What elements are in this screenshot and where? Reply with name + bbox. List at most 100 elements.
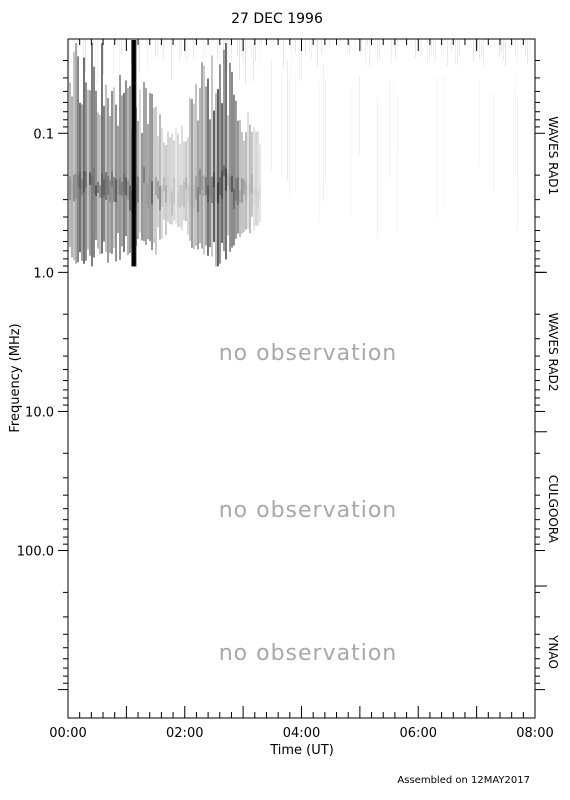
heat-column xyxy=(107,98,109,263)
heat-stripe xyxy=(479,40,480,60)
heat-column xyxy=(137,120,139,240)
heat-stripe xyxy=(123,40,124,49)
heat-core xyxy=(199,168,201,195)
heat-stripe xyxy=(163,40,164,61)
heat-core xyxy=(109,180,111,203)
heat-stripe xyxy=(97,40,98,84)
heat-column xyxy=(123,93,125,252)
heat-stripe xyxy=(367,40,368,46)
heat-column xyxy=(175,127,177,224)
heat-faint xyxy=(533,88,534,209)
heat-column xyxy=(243,140,245,232)
heat-column xyxy=(191,99,193,248)
heat-stripe xyxy=(481,40,482,59)
heat-stripe xyxy=(187,40,188,63)
heat-stripe xyxy=(295,40,296,54)
heat-stripe xyxy=(441,40,442,57)
heat-column xyxy=(225,43,227,260)
heat-stripe xyxy=(515,40,516,56)
heat-core xyxy=(253,185,255,203)
heat-stripe xyxy=(155,40,156,56)
heat-core xyxy=(187,184,189,202)
heat-column xyxy=(221,103,223,243)
heat-column xyxy=(259,144,261,223)
heat-column xyxy=(257,131,259,226)
heat-stripe xyxy=(179,40,180,61)
heat-column xyxy=(173,140,175,221)
heat-column xyxy=(75,43,77,264)
heat-column xyxy=(103,105,105,242)
heat-column xyxy=(195,84,197,246)
heat-stripe xyxy=(217,40,218,62)
heat-faint xyxy=(393,77,394,146)
heat-stripe xyxy=(429,40,430,62)
heat-core xyxy=(207,185,209,203)
heat-core xyxy=(125,177,127,196)
heat-column xyxy=(187,137,189,235)
footer-assembled: Assembled on 12MAY2017 xyxy=(397,775,530,786)
heat-stripe xyxy=(121,40,122,55)
heat-column xyxy=(247,112,249,229)
heat-stripe xyxy=(365,40,366,66)
heat-column xyxy=(199,87,201,244)
heat-stripe xyxy=(219,40,220,81)
heat-stripe xyxy=(349,40,350,54)
heat-core xyxy=(107,176,109,195)
heat-core xyxy=(101,173,103,198)
heat-column xyxy=(255,131,257,226)
y-axis-label: Frequency (MHz) xyxy=(8,323,23,432)
heat-stripe xyxy=(309,40,310,52)
heat-core xyxy=(245,181,247,200)
heat-faint xyxy=(377,97,378,239)
heat-column xyxy=(157,136,159,228)
axes-ticks xyxy=(58,39,547,718)
heat-core xyxy=(87,183,89,196)
heat-stripe xyxy=(427,40,428,65)
heat-core xyxy=(255,187,257,197)
heat-column xyxy=(143,82,145,242)
heat-core xyxy=(189,186,191,208)
heat-column xyxy=(139,89,141,233)
heat-core xyxy=(205,177,207,196)
heat-core xyxy=(173,178,175,204)
heat-stripe xyxy=(483,40,484,67)
heat-stripe xyxy=(125,40,126,46)
heat-stripe xyxy=(283,40,284,69)
heat-stripe xyxy=(347,40,348,54)
heat-column xyxy=(237,120,239,234)
heat-stripe xyxy=(69,40,70,82)
heat-core xyxy=(193,184,195,209)
heat-stripe xyxy=(255,40,256,62)
heat-faint xyxy=(517,97,518,230)
heat-column xyxy=(149,92,151,242)
heat-faint xyxy=(513,93,514,198)
heat-column xyxy=(213,110,215,243)
heat-column xyxy=(109,116,111,254)
heat-core xyxy=(167,176,169,187)
heat-core xyxy=(69,176,71,201)
heat-core xyxy=(171,191,173,216)
spectrum-heatmap xyxy=(69,40,534,267)
heat-core xyxy=(127,180,129,200)
heat-stripe xyxy=(301,40,302,81)
heat-column xyxy=(205,86,207,246)
heat-column xyxy=(155,106,157,255)
heat-core xyxy=(91,175,93,186)
heat-column xyxy=(219,64,221,264)
heat-column xyxy=(129,86,131,253)
heat-stripe xyxy=(245,40,246,84)
heat-column xyxy=(79,102,81,253)
heat-stripe xyxy=(203,40,204,62)
heat-stripe xyxy=(361,40,362,51)
y-tick-label: 0.1 xyxy=(33,127,54,142)
heat-core xyxy=(151,181,153,205)
heat-column xyxy=(181,125,183,231)
heat-core xyxy=(103,179,105,196)
heat-core xyxy=(257,190,259,207)
heat-stripe xyxy=(253,40,254,82)
heat-core xyxy=(225,168,227,191)
heat-column xyxy=(251,131,253,217)
heat-stripe xyxy=(431,40,432,55)
heat-stripe xyxy=(375,40,376,58)
